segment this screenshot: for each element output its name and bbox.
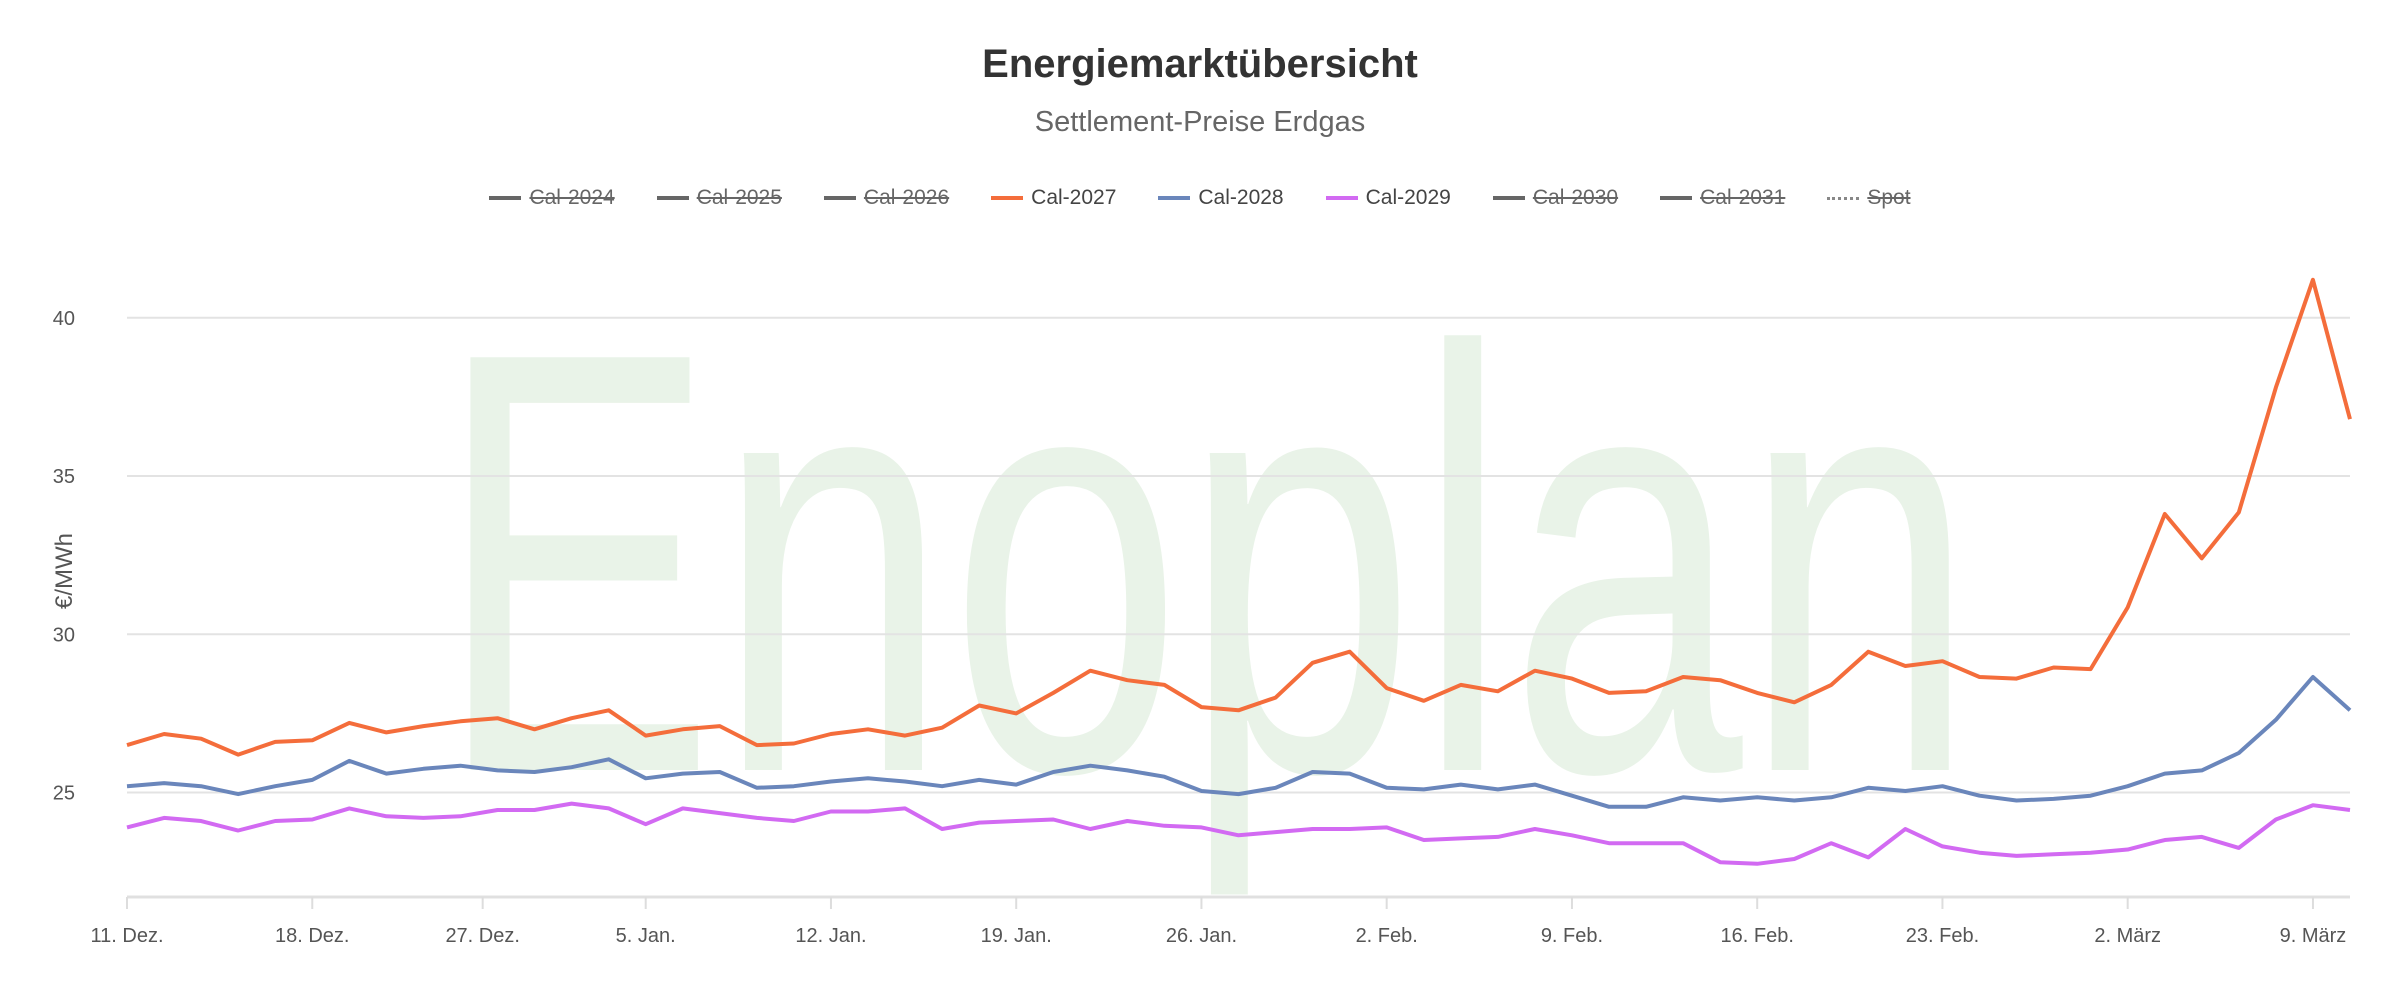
x-tick-label: 19. Jan. bbox=[981, 925, 1052, 947]
legend-item-cal-2030[interactable]: Cal-2030 bbox=[1492, 186, 1619, 210]
legend-label: Cal-2027 bbox=[1031, 186, 1117, 209]
legend-item-spot[interactable]: Spot bbox=[1827, 186, 1911, 210]
legend-label: Cal-2031 bbox=[1700, 186, 1786, 209]
legend-item-cal-2026[interactable]: Cal-2026 bbox=[823, 186, 950, 210]
chart-title: Energiemarktübersicht bbox=[982, 42, 1418, 86]
x-tick-label: 12. Jan. bbox=[795, 925, 866, 947]
legend-swatch bbox=[823, 196, 856, 200]
series-line-cal-2027 bbox=[126, 277, 2352, 757]
x-tick-label: 9. Feb. bbox=[1541, 925, 1603, 947]
x-tick-label: 11. Dez. bbox=[91, 925, 164, 947]
legend-item-cal-2028[interactable]: Cal-2028 bbox=[1158, 186, 1284, 210]
legend-label: Cal-2028 bbox=[1198, 186, 1284, 209]
x-tick-label: 26. Jan. bbox=[1166, 925, 1237, 947]
x-tick-label: 9. März bbox=[2280, 925, 2347, 947]
series-line-cal-2029 bbox=[126, 801, 2351, 866]
y-tick-label: 25 bbox=[53, 783, 75, 805]
watermark-logo: Enoplan bbox=[436, 228, 1976, 901]
legend-label: Cal-2029 bbox=[1365, 186, 1451, 209]
legend-swatch bbox=[1660, 196, 1693, 200]
x-tick-label: 16. Feb. bbox=[1721, 925, 1794, 947]
series-line-cal-2028 bbox=[126, 675, 2352, 809]
legend-label: Cal-2024 bbox=[529, 186, 615, 209]
legend-swatch bbox=[991, 196, 1024, 200]
x-tick-label: 2. Feb. bbox=[1356, 925, 1418, 947]
legend-label: Spot bbox=[1867, 186, 1911, 209]
y-tick-label: 35 bbox=[53, 466, 75, 488]
y-axis-label: €/MWh bbox=[51, 533, 78, 609]
chart-subtitle: Settlement-Preise Erdgas bbox=[1034, 106, 1366, 138]
legend-item-cal-2027[interactable]: Cal-2027 bbox=[991, 186, 1116, 210]
x-tick-label: 18. Dez. bbox=[275, 925, 349, 947]
legend-label: Cal-2025 bbox=[696, 186, 782, 209]
legend-swatch bbox=[1325, 196, 1358, 200]
x-tick-label: 27. Dez. bbox=[445, 925, 519, 947]
legend-swatch bbox=[1492, 196, 1525, 200]
legend-swatch bbox=[1158, 196, 1191, 200]
legend-item-cal-2024[interactable]: Cal-2024 bbox=[489, 186, 615, 210]
legend-item-cal-2025[interactable]: Cal-2025 bbox=[656, 186, 782, 210]
legend-swatch bbox=[489, 196, 522, 200]
x-tick-label: 23. Feb. bbox=[1906, 925, 1979, 947]
y-tick-label: 30 bbox=[53, 624, 75, 646]
legend-item-cal-2031[interactable]: Cal-2031 bbox=[1660, 186, 1785, 210]
y-tick-label: 40 bbox=[53, 308, 75, 330]
legend-swatch bbox=[656, 196, 689, 200]
legend-label: Cal-2026 bbox=[863, 186, 950, 209]
x-tick-label: 5. Jan. bbox=[616, 925, 676, 947]
legend-label: Cal-2030 bbox=[1532, 186, 1619, 209]
legend-swatch bbox=[1827, 196, 1860, 200]
legend-item-cal-2029[interactable]: Cal-2029 bbox=[1325, 186, 1451, 210]
x-tick-label: 2. März bbox=[2094, 925, 2161, 947]
legend: Cal-2024 Cal-2025 Cal-2026 Cal-2027 Cal-2028… bbox=[0, 186, 2400, 210]
